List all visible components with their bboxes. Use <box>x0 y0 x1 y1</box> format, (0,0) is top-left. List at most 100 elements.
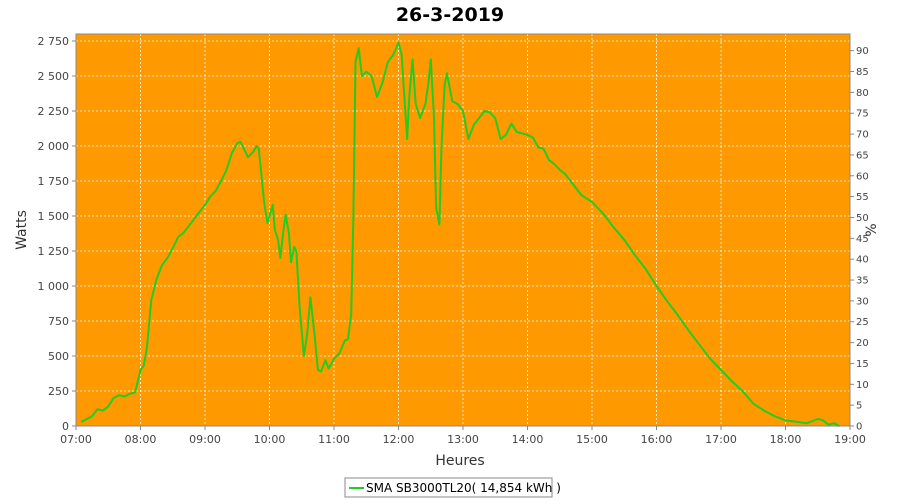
data-point <box>575 187 577 189</box>
data-point <box>177 236 179 238</box>
data-point <box>419 117 421 119</box>
x-tick-label: 08:00 <box>125 433 157 446</box>
data-point <box>655 285 658 287</box>
data-point <box>516 131 518 133</box>
y2-tick-label: 70 <box>856 130 869 141</box>
data-point <box>293 246 295 248</box>
data-point <box>564 173 566 175</box>
data-point <box>833 422 835 424</box>
data-point <box>188 225 190 227</box>
x-tick-label: 12:00 <box>383 433 415 446</box>
data-point <box>285 214 287 216</box>
data-point <box>473 124 475 126</box>
data-point <box>156 278 158 280</box>
y2-tick-label: 15 <box>856 359 869 370</box>
data-point <box>118 394 120 396</box>
data-point <box>591 201 593 203</box>
data-point <box>290 261 292 263</box>
data-point <box>107 405 109 407</box>
data-point <box>645 268 647 270</box>
y-tick-label: 1 500 <box>38 210 70 223</box>
data-point <box>406 138 408 140</box>
legend-box <box>344 477 553 498</box>
data-point <box>277 239 279 241</box>
data-point <box>376 96 378 98</box>
data-point <box>350 313 352 315</box>
data-point <box>446 72 448 74</box>
y-tick-label: 250 <box>48 385 69 398</box>
data-point <box>424 103 426 105</box>
data-point <box>199 211 201 213</box>
series-line <box>80 41 840 427</box>
data-point <box>268 215 271 217</box>
x-tick-label: 09:00 <box>189 433 221 446</box>
y2-tick-label: 10 <box>856 380 869 391</box>
data-point <box>457 103 459 105</box>
data-point <box>569 180 572 182</box>
data-point <box>411 58 414 60</box>
data-point <box>282 229 285 231</box>
data-point <box>317 369 319 371</box>
data-point <box>467 138 469 140</box>
data-point <box>134 391 136 393</box>
data-point <box>752 403 754 405</box>
y-tick-label: 2 000 <box>38 140 70 153</box>
data-point <box>204 204 206 206</box>
data-point <box>526 134 529 136</box>
data-point <box>666 300 668 302</box>
data-point <box>209 195 211 197</box>
data-point <box>263 201 265 203</box>
data-point <box>817 418 819 420</box>
data-point <box>274 229 276 231</box>
y-tick-label: 500 <box>48 350 69 363</box>
data-point <box>338 352 340 354</box>
y2-tick-label: 90 <box>856 46 869 57</box>
data-point <box>478 117 480 119</box>
data-point <box>612 226 615 228</box>
data-point <box>827 424 830 426</box>
data-point <box>580 194 582 196</box>
data-point <box>623 239 625 241</box>
y2-tick-label: 35 <box>856 276 869 287</box>
data-point <box>408 96 410 98</box>
data-point <box>239 141 242 143</box>
data-point <box>86 418 88 420</box>
data-point <box>451 100 453 102</box>
data-point <box>548 159 550 161</box>
data-point <box>532 137 534 139</box>
data-point <box>397 41 400 44</box>
data-point <box>328 368 330 370</box>
data-point <box>166 257 168 259</box>
y2-axis-ticks: 0 5 10 15 20 25 30 35 40 45 50 55 60 65 70 75 80 85 90 <box>850 46 869 433</box>
data-point <box>182 232 185 234</box>
data-point <box>494 117 496 119</box>
data-point <box>435 207 437 209</box>
x-tick-label: 11:00 <box>318 433 350 446</box>
y2-tick-label: 75 <box>856 109 869 120</box>
data-point <box>225 169 228 171</box>
data-point <box>505 134 507 136</box>
y-tick-label: 1 000 <box>38 280 70 293</box>
data-point <box>774 415 776 417</box>
y-axis-ticks: 0 250 500 750 1 000 1 250 1 500 1 750 2 000 2 250… <box>38 35 76 433</box>
data-point <box>102 410 104 412</box>
x-tick-label: 19:00 <box>834 433 866 446</box>
data-point <box>352 215 354 217</box>
x-tick-label: 14:00 <box>512 433 544 446</box>
data-point <box>741 390 744 392</box>
data-point <box>428 81 430 83</box>
data-point <box>314 334 316 336</box>
data-point <box>430 58 432 60</box>
data-point <box>462 110 464 112</box>
y-axis-label: Watts <box>14 210 30 250</box>
data-point <box>709 358 711 360</box>
data-point <box>387 61 389 63</box>
data-point <box>688 330 690 332</box>
data-point <box>381 82 383 84</box>
data-point <box>731 380 733 382</box>
y2-tick-label: 65 <box>856 150 869 161</box>
data-point <box>303 355 305 357</box>
data-point <box>822 419 824 421</box>
y2-tick-label: 5 <box>856 401 862 412</box>
legend-label: SMA SB3000TL20( 14,854 kWh ) <box>366 481 561 495</box>
